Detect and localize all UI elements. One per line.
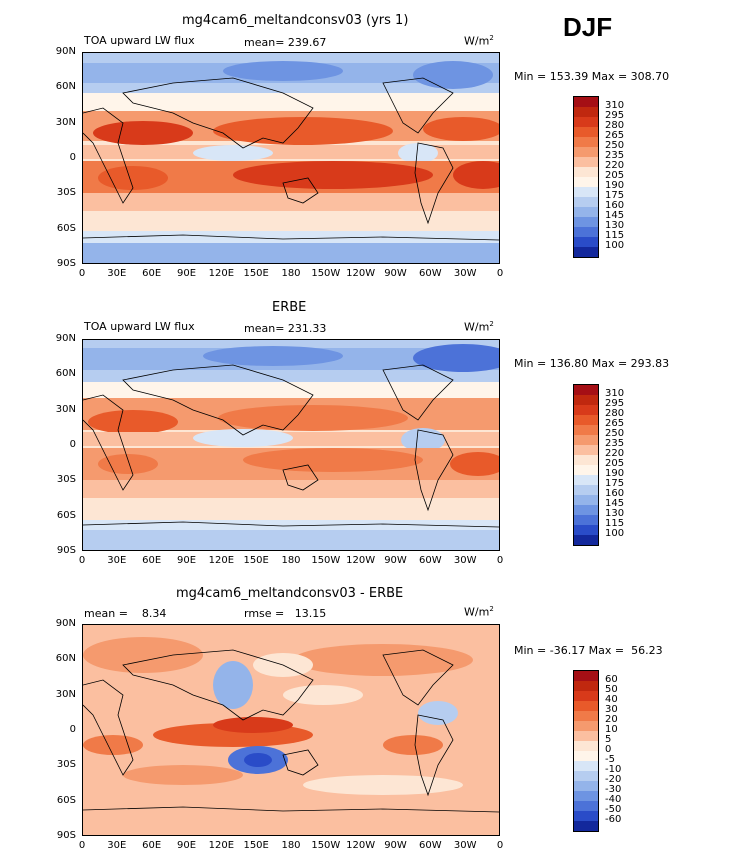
lon-tick-label: 30W [453, 840, 477, 851]
lon-tick-label: 120E [208, 268, 235, 279]
diff-mean-label: mean = 8.34 [84, 607, 167, 620]
lon-tick-label: 0 [496, 840, 504, 851]
lon-tick-label: 30E [107, 555, 127, 566]
lat-tick-label: 60S [56, 794, 76, 806]
variable-label: TOA upward LW flux [84, 34, 195, 47]
panel-title: mg4cam6_meltandconsv03 (yrs 1) [182, 13, 409, 28]
lon-tick-label: 90W [384, 840, 407, 851]
lon-tick-label: 90E [176, 840, 197, 851]
lon-tick-label: 30E [107, 268, 127, 279]
lon-tick-label: 150W [311, 268, 341, 279]
lon-tick-label: 0 [78, 268, 86, 279]
lat-tick-label: 90N [55, 333, 76, 344]
lat-tick-label: 30N [55, 403, 76, 415]
lon-tick-label: 150E [243, 555, 269, 566]
lon-tick-label: 120W [346, 840, 376, 851]
lat-tick-label: 90S [56, 258, 76, 269]
lat-tick-label: 60N [55, 81, 76, 93]
lat-tick-label: 60N [55, 368, 76, 380]
rmse-label: rmse = 13.15 [244, 607, 327, 620]
lon-tick-label: 180 [281, 555, 301, 566]
lon-tick-label: 0 [496, 555, 504, 566]
units-label: W/m2 [464, 34, 494, 48]
lon-tick-label: 180 [281, 268, 301, 279]
lon-tick-label: 0 [496, 268, 504, 279]
units-label: W/m2 [464, 320, 494, 334]
lon-tick-label: 90E [176, 268, 197, 279]
units-label: W/m2 [464, 605, 494, 619]
lon-tick-label: 150E [243, 268, 269, 279]
map-plot [82, 52, 500, 264]
lon-tick-label: 60W [419, 555, 442, 566]
mean-label: mean= 231.33 [244, 322, 327, 335]
minmax-label: Min = 153.39 Max = 308.70 [514, 70, 670, 83]
panel-title: ERBE [272, 300, 307, 315]
lon-tick-label: 90E [176, 555, 197, 566]
lon-tick-label: 60E [142, 555, 162, 566]
lat-tick-label: 90N [55, 46, 76, 57]
colorbar [573, 670, 599, 832]
mean-label: mean= 239.67 [244, 36, 327, 49]
lon-tick-label: 60W [419, 840, 442, 851]
lon-tick-label: 60W [419, 268, 442, 279]
lon-tick-label: 30W [453, 555, 477, 566]
lon-tick-label: 30E [107, 840, 127, 851]
lon-tick-label: 120W [346, 268, 376, 279]
lat-tick-label: 90S [56, 545, 76, 556]
lon-tick-label: 60E [142, 268, 162, 279]
lon-tick-label: 0 [78, 840, 86, 851]
lon-tick-label: 120E [208, 840, 235, 851]
map-plot [82, 339, 500, 551]
lat-tick-label: 60S [56, 509, 76, 521]
lon-tick-label: 90W [384, 268, 407, 279]
colorbar [573, 96, 599, 258]
lat-tick-label: 60N [55, 653, 76, 665]
lat-tick-label: 30N [55, 688, 76, 700]
lon-tick-label: 0 [78, 555, 86, 566]
lat-tick-label: 30S [56, 187, 76, 199]
lon-tick-label: 30W [453, 268, 477, 279]
lat-tick-label: 30N [55, 116, 76, 128]
lat-tick-label: 90S [56, 830, 76, 841]
lat-tick-label: 30S [56, 759, 76, 771]
lon-tick-label: 150W [311, 840, 341, 851]
lat-tick-label: 90N [55, 618, 76, 629]
lon-tick-label: 150E [243, 840, 269, 851]
season-label: DJF [563, 12, 613, 42]
minmax-label: Min = 136.80 Max = 293.83 [514, 357, 670, 370]
lat-tick-label: 30S [56, 474, 76, 486]
map-plot [82, 624, 500, 836]
variable-label: TOA upward LW flux [84, 320, 195, 333]
lat-tick-label: 0 [69, 152, 76, 163]
lat-tick-label: 0 [69, 724, 76, 735]
lon-tick-label: 120W [346, 555, 376, 566]
minmax-label: Min = -36.17 Max = 56.23 [514, 644, 663, 657]
panel-title: mg4cam6_meltandconsv03 - ERBE [176, 586, 404, 601]
colorbar [573, 384, 599, 546]
lon-tick-label: 90W [384, 555, 407, 566]
lon-tick-label: 150W [311, 555, 341, 566]
lat-tick-label: 0 [69, 439, 76, 450]
lat-tick-label: 60S [56, 222, 76, 234]
lon-tick-label: 180 [281, 840, 301, 851]
lon-tick-label: 60E [142, 840, 162, 851]
lon-tick-label: 120E [208, 555, 235, 566]
